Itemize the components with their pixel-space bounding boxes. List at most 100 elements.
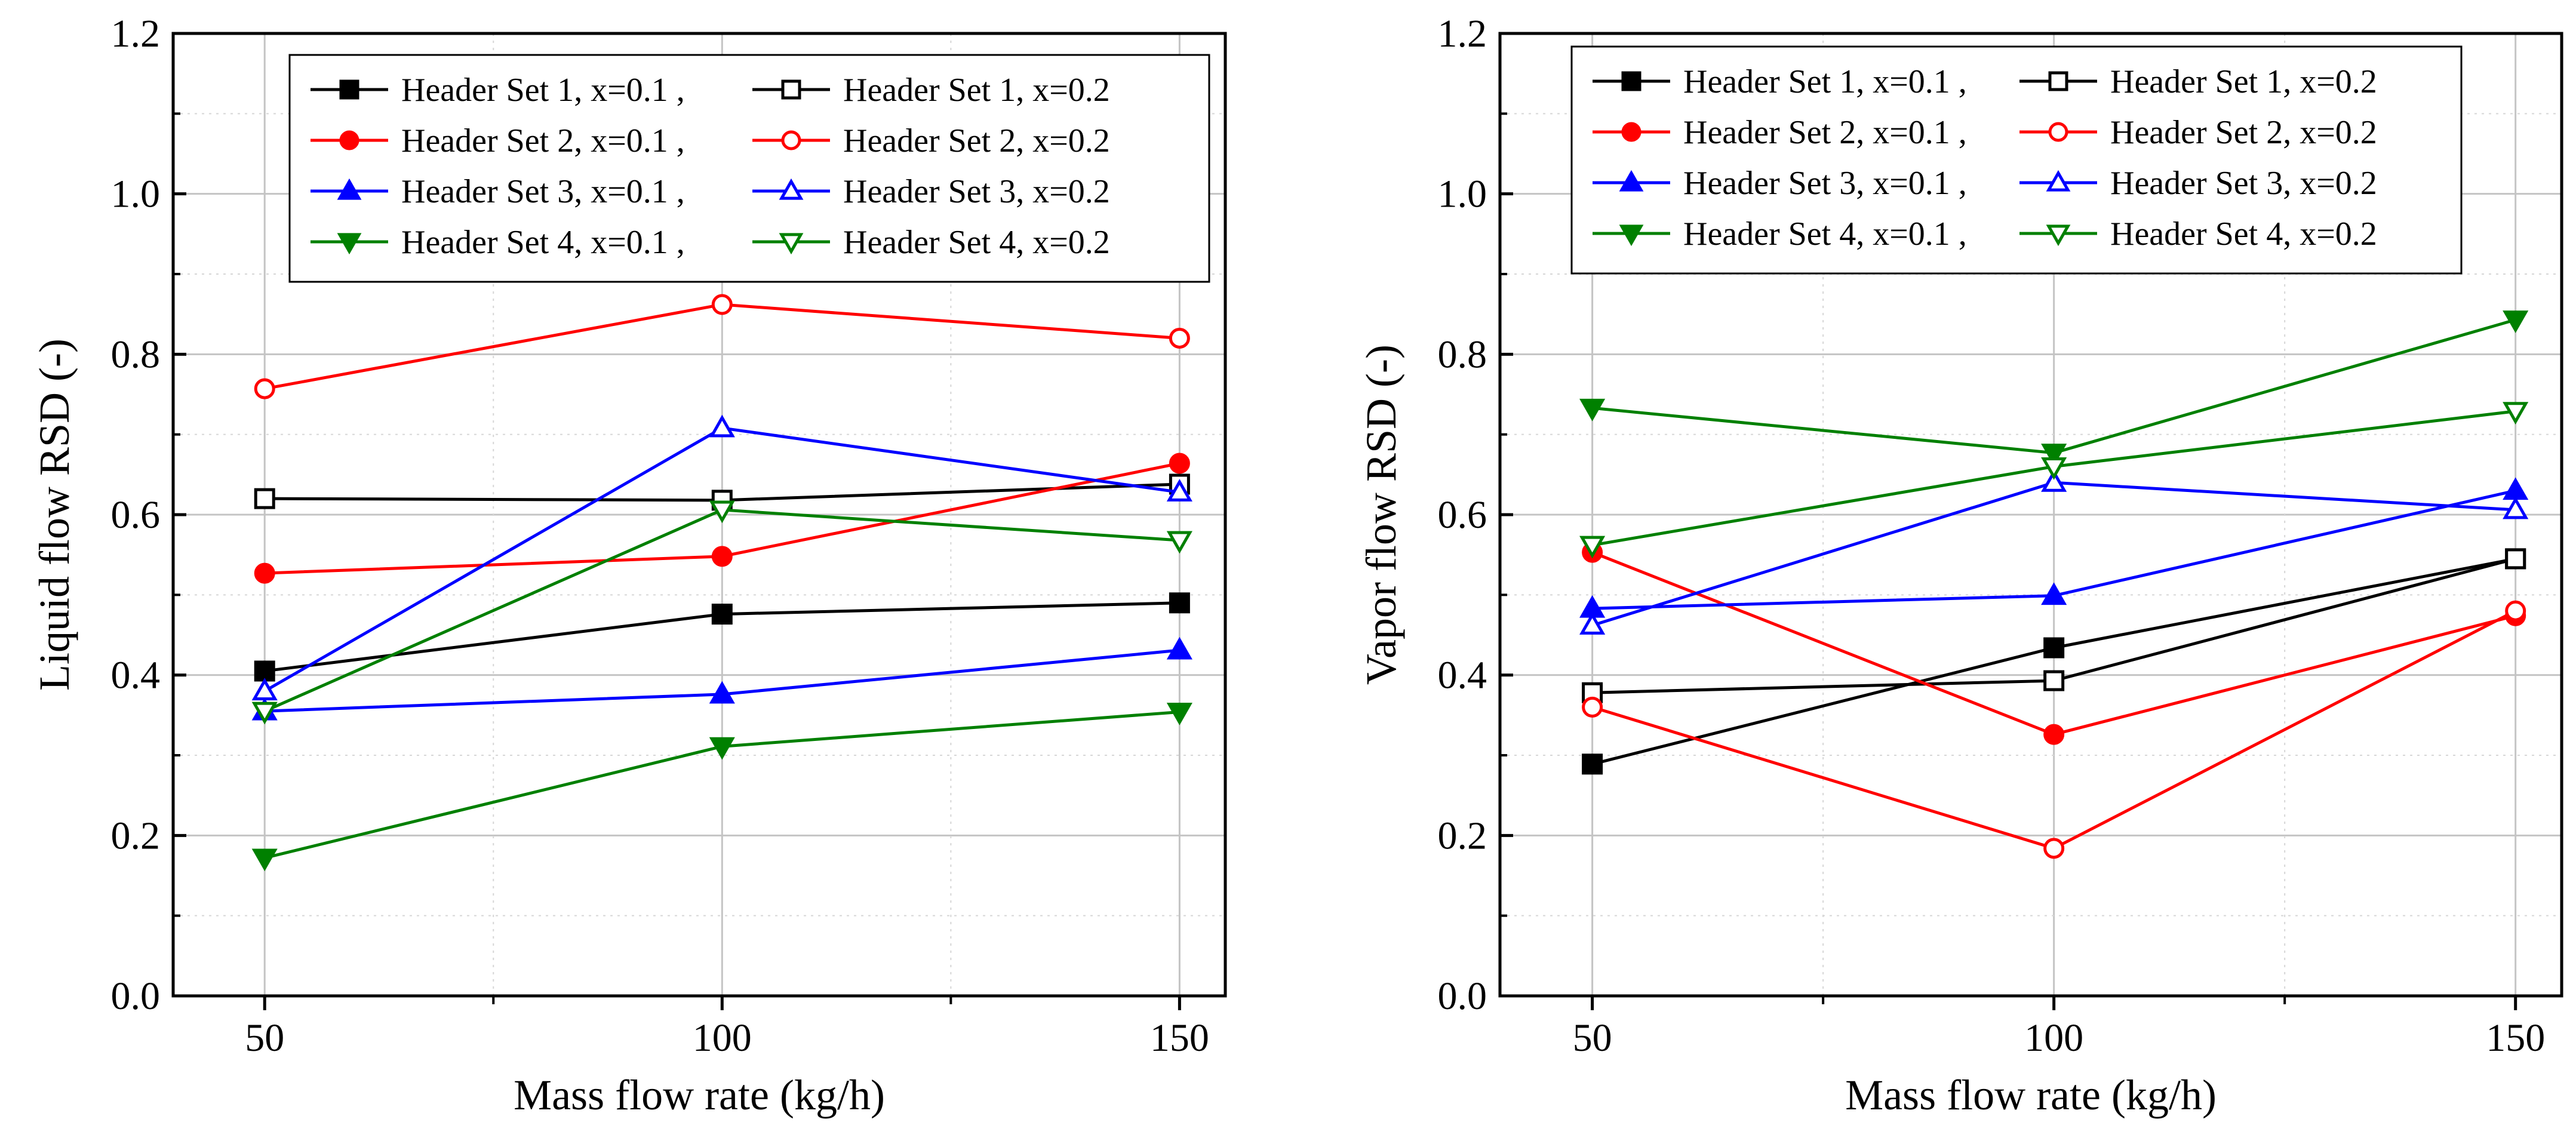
legend-item-6: Header Set 3, x=0.2 <box>2019 165 2377 202</box>
data-point <box>1169 592 1190 614</box>
legend-label: Header Set 3, x=0.1 , <box>401 173 685 210</box>
legend-box <box>1570 45 2463 275</box>
legend-marker <box>781 130 801 150</box>
x-axis: 50 100 150 <box>245 996 1209 1060</box>
data-point <box>1169 453 1190 474</box>
data-point <box>1582 753 1603 775</box>
y-axis: 0.0 0.2 0.4 0.6 0.8 1.0 1.2 <box>1438 12 1513 1018</box>
data-point <box>1582 696 1603 718</box>
legend-marker <box>1619 224 1644 247</box>
y-tick-label: 1.2 <box>1438 12 1487 56</box>
legend-box <box>288 54 1210 283</box>
data-point <box>711 294 733 315</box>
data-point <box>254 488 275 509</box>
series-6 <box>251 414 1192 700</box>
data-point <box>251 702 278 725</box>
legend-marker <box>337 178 362 200</box>
chart-panel-1: 0.0 0.2 0.4 0.6 0.8 1.0 1.2 50 100 150 Mass flow r… <box>30 12 1227 1119</box>
y-tick-label: 0.6 <box>111 493 161 537</box>
legend-label: Header Set 2, x=0.2 <box>843 122 1110 159</box>
data-point <box>254 562 275 584</box>
data-point <box>2505 548 2526 570</box>
legend: Header Set 1, x=0.1 , Header Set 1, x=0.2… <box>288 54 1210 283</box>
legend-marker <box>1619 170 1644 192</box>
data-point <box>2503 402 2529 425</box>
y-tick-label: 1.2 <box>111 12 161 56</box>
legend-label: Header Set 2, x=0.2 <box>2110 114 2377 151</box>
legend-item-4: Header Set 2, x=0.2 <box>752 122 1110 159</box>
legend-item-3: Header Set 2, x=0.1 , <box>1593 114 1967 151</box>
x-tick-label: 50 <box>245 1016 284 1060</box>
y-tick-label: 0.4 <box>1438 654 1487 697</box>
legend-item-2: Header Set 1, x=0.2 <box>2019 63 2377 100</box>
series-4 <box>254 294 1190 399</box>
legend-marker <box>1621 122 1641 142</box>
data-point <box>254 660 275 682</box>
legend-item-7: Header Set 4, x=0.1 , <box>1593 216 1967 253</box>
legend-marker <box>779 178 804 200</box>
data-point <box>2503 310 2529 333</box>
legend-item-3: Header Set 2, x=0.1 , <box>311 122 685 159</box>
data-point <box>2503 477 2529 500</box>
legend-item-1: Header Set 1, x=0.1 , <box>1593 63 1967 100</box>
legend-item-1: Header Set 1, x=0.1 , <box>311 72 685 109</box>
legend-marker <box>339 79 359 100</box>
legend-label: Header Set 2, x=0.1 , <box>1683 114 1967 151</box>
data-point <box>254 378 275 399</box>
y-axis: 0.0 0.2 0.4 0.6 0.8 1.0 1.2 <box>111 12 186 1018</box>
legend: Header Set 1, x=0.1 , Header Set 1, x=0.2… <box>1570 45 2463 275</box>
legend-label: Header Set 1, x=0.2 <box>843 72 1110 109</box>
y-axis-title: Vapor flow RSD (-) <box>1357 345 1405 685</box>
data-point <box>1579 612 1606 635</box>
data-point <box>709 414 735 438</box>
y-tick-label: 0.8 <box>111 333 161 376</box>
data-point <box>709 500 735 524</box>
legend-marker <box>339 130 359 150</box>
data-point <box>1579 398 1606 422</box>
legend-marker <box>2046 170 2071 192</box>
legend-label: Header Set 3, x=0.2 <box>2110 165 2377 202</box>
data-point <box>2503 496 2529 519</box>
legend-marker <box>781 79 801 100</box>
data-point <box>2041 444 2067 466</box>
legend-item-5: Header Set 3, x=0.1 , <box>311 173 685 210</box>
y-tick-label: 0.8 <box>1438 333 1487 376</box>
x-axis: 50 100 150 <box>1573 996 2545 1060</box>
legend-item-7: Header Set 4, x=0.1 , <box>311 224 685 261</box>
series-8 <box>1579 402 2529 559</box>
series-2 <box>1582 548 2526 703</box>
legend-marker <box>2048 122 2068 142</box>
data-point <box>2041 582 2067 605</box>
legend-marker <box>779 233 804 255</box>
legend-item-5: Header Set 3, x=0.1 , <box>1593 165 1967 202</box>
legend-label: Header Set 4, x=0.1 , <box>401 224 685 261</box>
legend-item-8: Header Set 4, x=0.2 <box>752 224 1110 261</box>
legend-item-6: Header Set 3, x=0.2 <box>752 173 1110 210</box>
legend-marker <box>2046 224 2071 247</box>
series-4 <box>1582 600 2526 859</box>
legend-label: Header Set 4, x=0.2 <box>2110 216 2377 253</box>
data-point <box>2043 838 2065 859</box>
legend-item-2: Header Set 1, x=0.2 <box>752 72 1110 109</box>
y-tick-label: 0.4 <box>111 654 161 697</box>
data-point <box>1169 327 1190 349</box>
data-point <box>709 681 735 704</box>
y-tick-label: 0.0 <box>111 974 161 1018</box>
data-point <box>251 848 278 872</box>
legend-marker <box>2048 71 2068 91</box>
y-tick-label: 0.2 <box>111 814 161 857</box>
data-point <box>2041 457 2067 480</box>
y-tick-label: 0.6 <box>1438 493 1487 537</box>
data-point <box>2043 670 2065 691</box>
data-point <box>2043 637 2065 659</box>
data-point <box>1166 479 1192 502</box>
series-7 <box>1579 310 2529 466</box>
legend-label: Header Set 1, x=0.1 , <box>401 72 685 109</box>
chart-panel-2: 0.0 0.2 0.4 0.6 0.8 1.0 1.2 50 100 150 Mass flow r… <box>1357 12 2563 1119</box>
y-tick-label: 0.2 <box>1438 814 1487 857</box>
series-7 <box>251 703 1192 872</box>
x-tick-label: 150 <box>1150 1016 1209 1060</box>
legend-label: Header Set 3, x=0.1 , <box>1683 165 1967 202</box>
series-3 <box>254 453 1190 584</box>
